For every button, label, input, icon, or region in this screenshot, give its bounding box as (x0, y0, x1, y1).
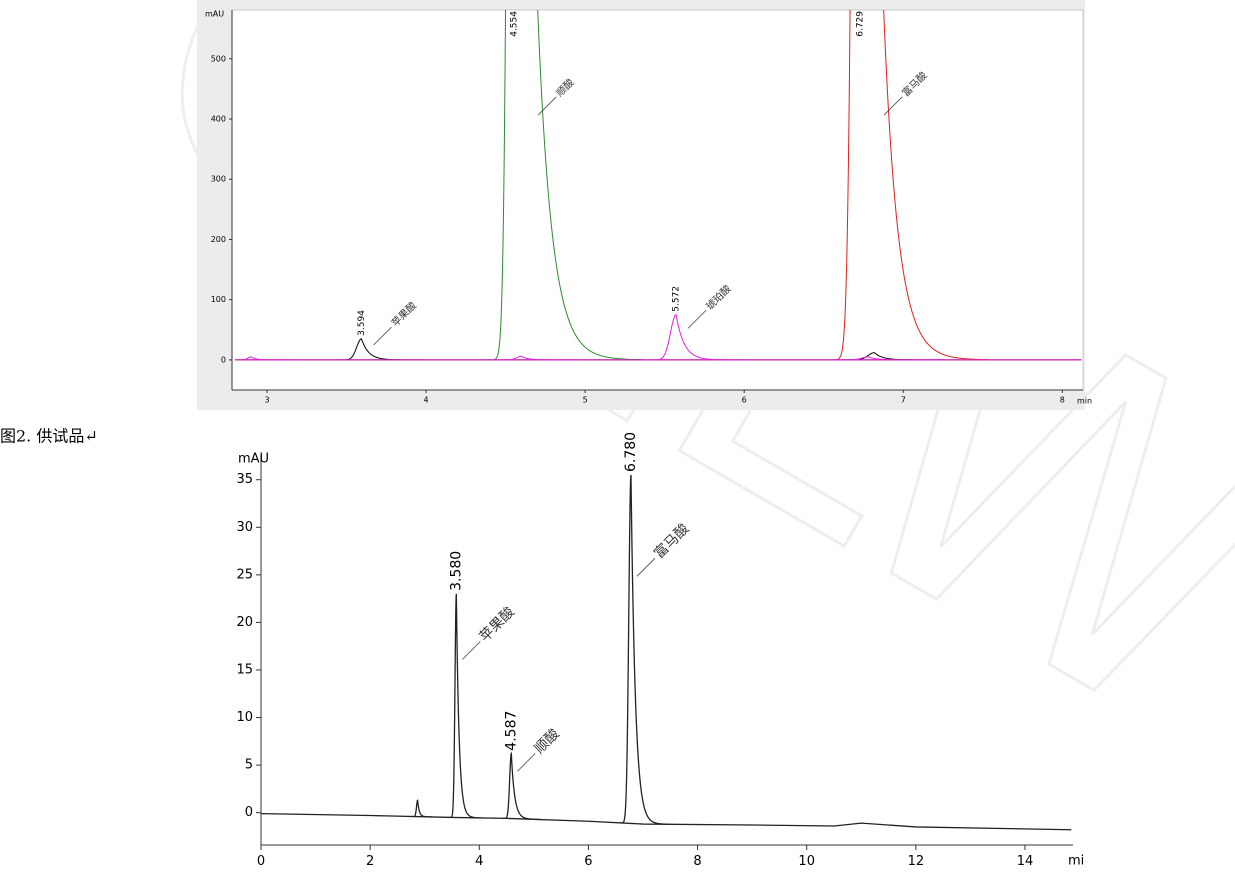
x-tick-label: 6 (742, 396, 747, 405)
peak-name: 顺酸 (532, 726, 563, 757)
y-tick-label: 35 (236, 472, 253, 487)
leader-line (517, 753, 536, 772)
x-axis-label: mi (1068, 854, 1084, 869)
y-tick-label: 300 (211, 175, 226, 184)
peak-name: 苹果酸 (477, 604, 518, 645)
x-axis-label: min (1077, 397, 1092, 406)
x-tick-label: 8 (1060, 396, 1065, 405)
peak (497, 355, 579, 361)
x-tick-label: 0 (257, 854, 265, 869)
plot-area (231, 9, 1084, 391)
leader-line (687, 309, 707, 329)
x-tick-label: 5 (583, 396, 588, 405)
peak (648, 314, 748, 361)
x-tick-label: 3 (264, 396, 269, 405)
x-tick-label: 10 (798, 854, 815, 869)
plot (235, 10, 1082, 361)
peak (449, 593, 481, 819)
peak (836, 356, 940, 361)
peak (832, 10, 989, 361)
y-tick-label: 20 (236, 615, 253, 630)
retention-time-label: 6.780 (623, 432, 639, 472)
peak (503, 751, 541, 821)
leader-line (462, 641, 481, 660)
y-tick-label: 25 (236, 567, 253, 582)
x-tick-label: 6 (584, 854, 592, 869)
x-tick-label: 2 (366, 854, 374, 869)
x-tick-label: 8 (693, 854, 701, 869)
caption: 图2. 供试品↵ (0, 427, 98, 446)
x-tick-label: 12 (908, 854, 925, 869)
y-tick-label: 500 (211, 54, 226, 63)
y-tick-label: 5 (245, 758, 253, 773)
y-axis-label: mAU (205, 10, 224, 19)
y-tick-label: 100 (211, 295, 226, 304)
baseline (261, 812, 1072, 831)
peak (620, 474, 671, 825)
y-tick-label: 400 (211, 115, 226, 124)
x-tick-label: 14 (1017, 854, 1034, 869)
y-tick-label: 200 (211, 235, 226, 244)
y-tick-label: 0 (245, 805, 253, 820)
y-tick-label: 15 (236, 662, 253, 677)
peak (490, 10, 644, 361)
peak (412, 799, 433, 818)
y-tick-label: 10 (236, 710, 253, 725)
leader-line (636, 557, 656, 577)
leader-line (373, 326, 392, 346)
retention-time-label: 3.580 (448, 551, 464, 591)
leader-line (883, 96, 903, 116)
x-tick-label: 7 (901, 396, 906, 405)
y-tick-label: 0 (221, 355, 226, 364)
x-tick-label: 4 (475, 854, 483, 869)
plot (261, 474, 1072, 831)
y-axis-label: mAU (238, 452, 269, 467)
peak (235, 356, 295, 361)
retention-time-label: 5.572 (672, 286, 682, 312)
x-tick-label: 4 (424, 396, 429, 405)
retention-time-label: 4.554 (510, 11, 520, 37)
retention-time-label: 3.594 (357, 310, 367, 336)
retention-time-label: 4.587 (503, 711, 519, 751)
retention-time-label: 6.729 (856, 11, 866, 37)
y-tick-label: 30 (236, 520, 253, 535)
leader-line (537, 96, 557, 116)
